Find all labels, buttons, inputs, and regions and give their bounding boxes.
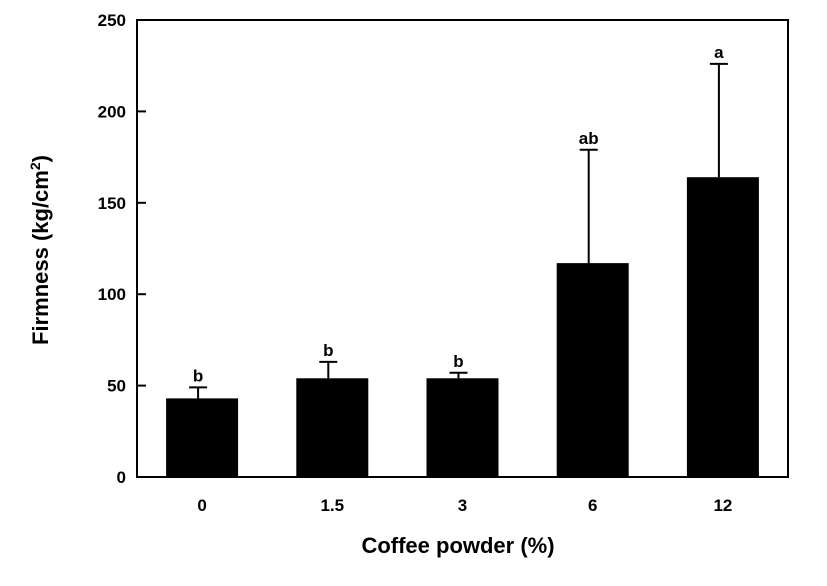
y-tick-label: 250	[98, 11, 126, 30]
significance-label: ab	[579, 129, 599, 148]
bar	[166, 398, 239, 477]
y-axis-title-superscript: 2	[27, 162, 43, 170]
x-tick-label: 0	[197, 496, 206, 515]
x-tick-label: 3	[458, 496, 467, 515]
significance-label: b	[323, 341, 333, 360]
bar	[296, 378, 369, 477]
y-tick-label: 100	[98, 285, 126, 304]
x-tick-label: 12	[713, 496, 732, 515]
bar	[686, 177, 759, 477]
y-axis-title-main: Firmness (kg/cm	[28, 170, 53, 345]
x-tick-label: 6	[588, 496, 597, 515]
x-tick-label: 1.5	[320, 496, 344, 515]
y-tick-label: 0	[117, 468, 126, 487]
y-tick-label: 150	[98, 194, 126, 213]
y-tick-label: 200	[98, 102, 126, 121]
bars-group: b b b ab a	[166, 43, 759, 477]
bar	[426, 378, 499, 477]
x-axis-ticks: 0 1.5 3 6 12	[197, 470, 732, 515]
y-axis-title: Firmness (kg/cm2)	[27, 155, 53, 345]
y-axis-title-close: )	[28, 155, 53, 162]
significance-label: a	[714, 43, 724, 62]
y-axis-ticks: 0 50 100 150 200 250	[98, 11, 146, 487]
y-tick-label: 50	[107, 377, 126, 396]
x-axis-title: Coffee powder (%)	[361, 533, 554, 558]
significance-label: b	[193, 366, 203, 385]
bar	[556, 263, 629, 477]
significance-label: b	[453, 352, 463, 371]
